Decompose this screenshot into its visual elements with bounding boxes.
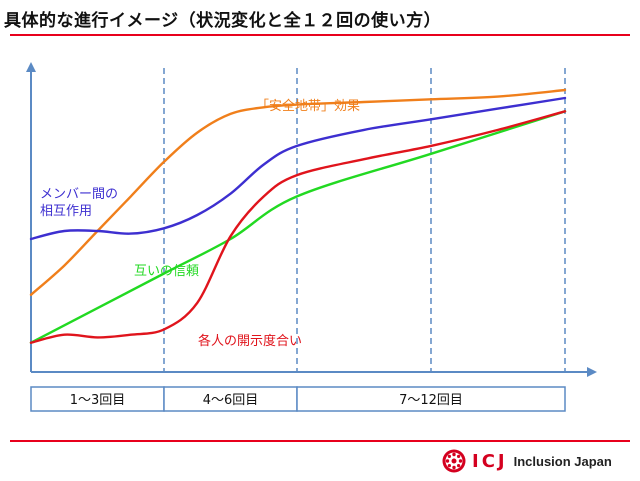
series-lines (29, 88, 567, 344)
footer-rule (10, 440, 630, 442)
phase-label-2: 7～12回目 (399, 393, 463, 408)
label-safe-zone: 「安全地帯」効果 (256, 98, 360, 114)
phase-cell-2 (296, 386, 566, 412)
x-axis-arrow (587, 367, 597, 377)
phase-bar: 1～3回目 4～6回目 7～12回目 (30, 386, 566, 412)
chart-axes (26, 62, 597, 377)
series-line-1 (29, 96, 567, 241)
brand-mark-icon (442, 449, 466, 473)
series-labels: 「安全地帯」効果 メンバー間の相互作用 互いの信頼 各人の開示度合い (40, 98, 360, 349)
label-member-interaction: メンバー間の相互作用 (40, 187, 118, 219)
page-title: 具体的な進行イメージ（状況変化と全１２回の使い方） (4, 11, 442, 31)
series-line-3 (29, 110, 567, 344)
phase-label-0: 1～3回目 (70, 393, 126, 408)
phase-label-1: 4～6回目 (203, 393, 259, 408)
y-axis-arrow (26, 62, 36, 72)
label-self-disclosure: 各人の開示度合い (198, 333, 302, 349)
label-mutual-trust: 互いの信頼 (134, 264, 199, 279)
brand-name-text: Inclusion Japan (513, 453, 612, 469)
brand-logo: ICJ Inclusion Japan (442, 449, 612, 473)
series-line-2 (29, 110, 567, 344)
brand-icj-text: ICJ (472, 450, 508, 472)
title-underline (10, 34, 630, 36)
phase-gridlines (163, 68, 566, 372)
